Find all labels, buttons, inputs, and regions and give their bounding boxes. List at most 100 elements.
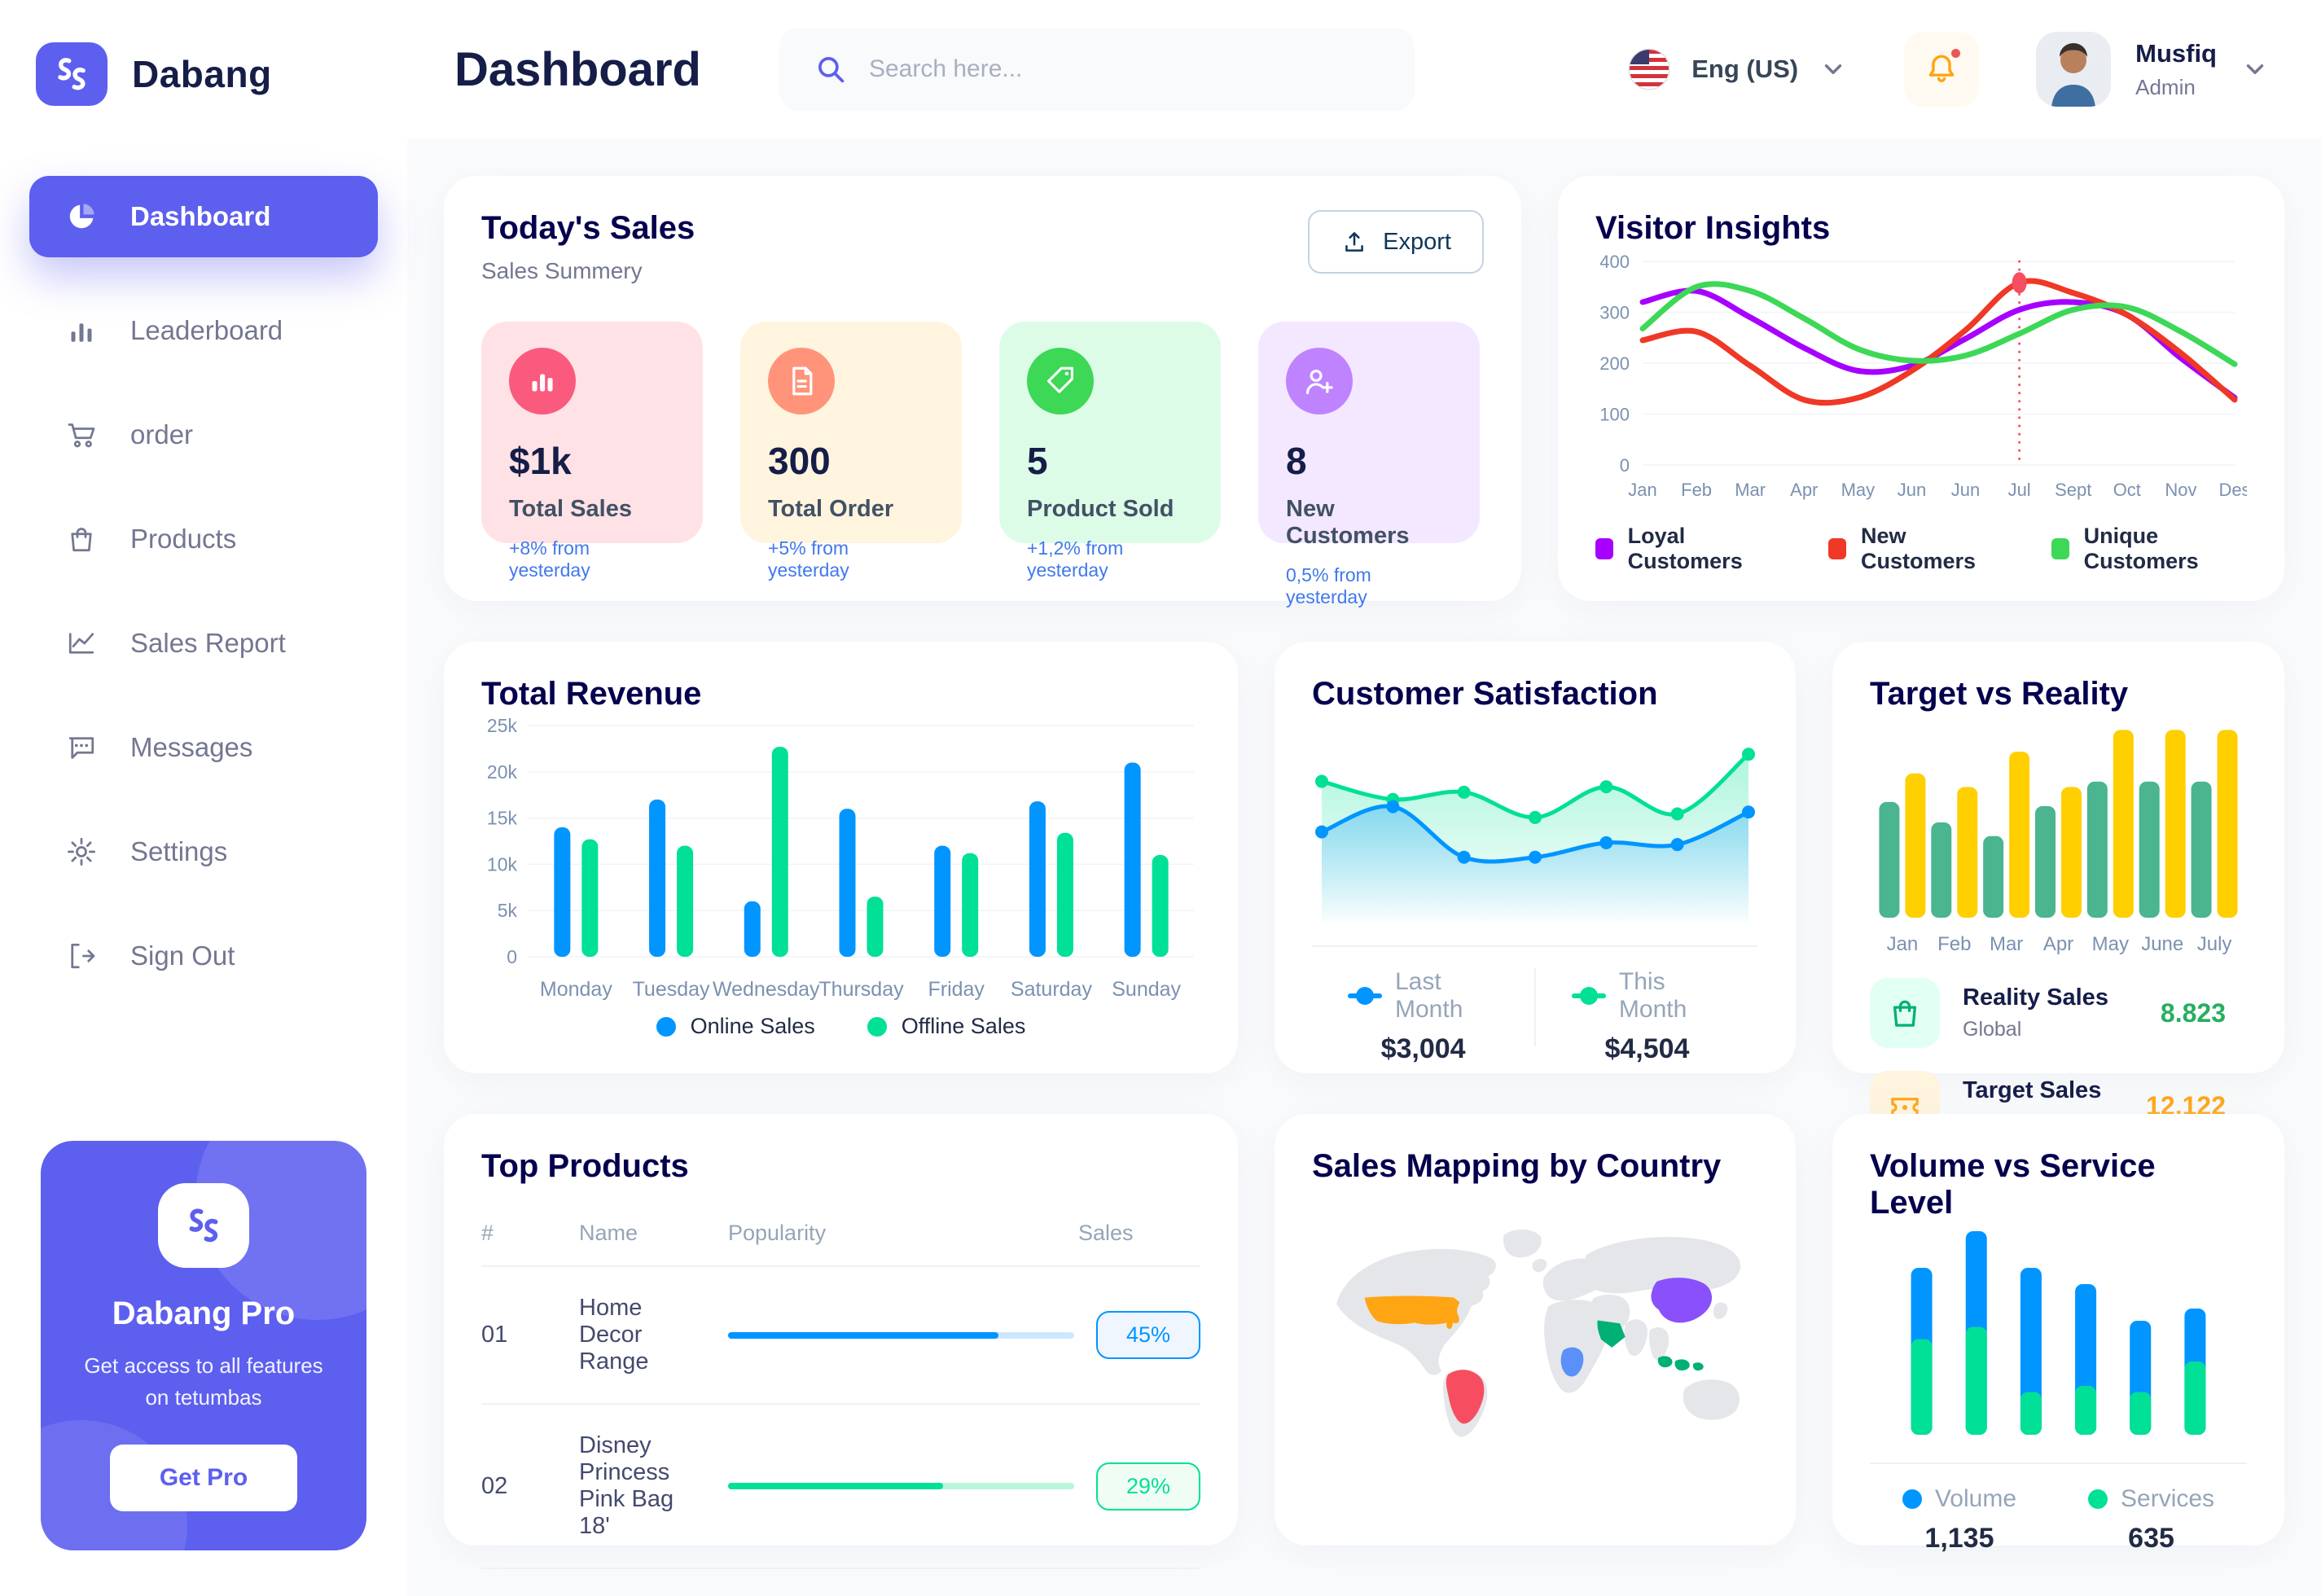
legend-swatch — [1828, 538, 1846, 559]
svg-text:Apr: Apr — [2043, 933, 2073, 955]
avatar — [2036, 32, 2112, 107]
shopping-bag-icon — [1870, 978, 1940, 1048]
user-menu[interactable]: Musfiq Admin — [2036, 32, 2269, 107]
legend-value: 635 — [2128, 1523, 2174, 1554]
total-revenue-chart: 0 5k 10k 15k 20k 25k Monday Tuesday WednesdayThu… — [487, 715, 1194, 1001]
volume-service-legend: Volume 1,135 Services 635 — [1870, 1485, 2247, 1563]
sidebar-item-label: Dashboard — [130, 201, 271, 231]
legend-item: Last Month $3,004 — [1312, 968, 1534, 1065]
col-sales-header: Sales — [1078, 1221, 1134, 1245]
page-title: Dashboard — [454, 42, 701, 96]
todays-sales-card: Today's Sales Sales Summery Export $1k To… — [444, 176, 1521, 607]
language-selector[interactable]: Eng (US) — [1628, 48, 1847, 90]
search-bar[interactable] — [779, 28, 1415, 111]
target-legend-row: Reality Sales Global 8.823 — [1870, 978, 2247, 1048]
stat-value: 5 — [1027, 440, 1048, 482]
sidebar-item-sales-report[interactable]: Sales Report — [29, 612, 378, 674]
legend-item: Volume 1,135 — [1867, 1485, 2052, 1554]
sidebar-item-dashboard[interactable]: Dashboard — [29, 176, 378, 257]
stat-card-product-sold: 5 Product Sold +1,2% from yesterday — [999, 322, 1221, 581]
volume-service-title: Volume vs Service Level — [1870, 1148, 2156, 1221]
svg-text:May: May — [1841, 480, 1876, 500]
svg-text:Saturday: Saturday — [1011, 978, 1093, 1001]
svg-text:Jul: Jul — [2008, 480, 2031, 500]
sidebar-item-label: Settings — [130, 836, 228, 866]
legend-item: Services 635 — [2052, 1485, 2250, 1554]
country-dr-congo — [1560, 1347, 1584, 1377]
sales-badge: 45% — [1096, 1311, 1200, 1359]
volume-service-card: Volume vs Service Level Volume 1,135 Servi… — [1832, 1114, 2284, 1554]
legend-label: Unique Customers — [2083, 524, 2199, 573]
total-revenue-legend: Online Sales Offline Sales — [481, 1014, 1200, 1039]
svg-text:Tuesday: Tuesday — [633, 978, 710, 1001]
svg-text:Sunday: Sunday — [1112, 978, 1181, 1001]
customer-satisfaction-card: Customer Satisfaction Last Month $3,004 Th… — [1275, 642, 1796, 1073]
stat-value: 8 — [1286, 440, 1307, 482]
target-vs-reality-chart: Jan Feb Mar Apr May June July — [1879, 730, 2238, 955]
table-row[interactable]: 03Bathroom Essentials18% — [481, 1569, 1200, 1596]
stat-label: Total Sales — [509, 496, 632, 522]
svg-text:Des: Des — [2218, 480, 2247, 500]
target-vs-reality-card: Target vs Reality Jan Feb Mar Apr May June Jul… — [1832, 642, 2284, 1141]
stat-card-total-sales: $1k Total Sales +8% from yesterday — [481, 322, 703, 581]
notification-dot — [1949, 46, 1963, 60]
promo-title: Dabang Pro — [112, 1296, 296, 1331]
chevron-down-icon — [2241, 55, 2269, 83]
legend-item: This Month $4,504 — [1536, 968, 1758, 1065]
get-pro-button[interactable]: Get Pro — [110, 1445, 297, 1511]
stat-value: $1k — [509, 440, 572, 482]
header: Dashboard Eng (US) Musfiq — [407, 0, 2321, 138]
col-popularity-header: Popularity — [728, 1221, 827, 1245]
logo[interactable]: Dabang — [29, 42, 378, 106]
legend-label: Last Month — [1395, 968, 1463, 1023]
top-products-title: Top Products — [481, 1148, 689, 1184]
legend-swatch — [656, 1016, 676, 1037]
legend-item: Unique Customers — [2051, 524, 2247, 574]
svg-text:Feb: Feb — [1937, 933, 1971, 955]
svg-text:Jun: Jun — [1951, 480, 1980, 500]
stat-value: 300 — [768, 440, 831, 482]
table-row[interactable]: 02 Disney Princess Pink Bag 18' 29% — [481, 1405, 1200, 1569]
legend-swatch — [867, 1016, 887, 1037]
pro-promo-card: Dabang Pro Get access to all features on… — [41, 1141, 366, 1550]
sidebar-item-label: Messages — [130, 732, 253, 762]
stat-delta: +1,2% from yesterday — [1027, 537, 1124, 581]
header-actions: Eng (US) Musfiq Admin — [1628, 32, 2269, 107]
search-icon — [814, 52, 848, 86]
svg-text:0: 0 — [507, 946, 517, 967]
sign-out-icon — [64, 938, 99, 974]
user-name: Musfiq — [2135, 38, 2217, 68]
visitor-insights-chart: 0 100 200 300 400 Jan Feb Mar Apr May Jun Jun Jul Sep… — [1599, 252, 2247, 500]
svg-text:Feb: Feb — [1681, 480, 1712, 500]
search-input[interactable] — [868, 55, 1380, 83]
pie-chart-icon — [64, 199, 99, 235]
sidebar-item-order[interactable]: order — [29, 404, 378, 466]
dabang-pro-logo-icon — [158, 1183, 249, 1268]
product-name: Disney Princess Pink Bag 18' — [579, 1432, 674, 1539]
upload-icon — [1340, 228, 1368, 256]
sidebar-item-messages[interactable]: Messages — [29, 717, 378, 778]
main-area: Dashboard Eng (US) Musfiq — [407, 0, 2321, 1596]
sidebar-item-sign-out[interactable]: Sign Out — [29, 925, 378, 987]
country-indonesia — [1692, 1361, 1704, 1370]
sales-map-title: Sales Mapping by Country — [1312, 1148, 1722, 1184]
todays-sales-title: Today's Sales — [481, 210, 695, 246]
stat-delta: 0,5% from yesterday — [1286, 564, 1371, 607]
export-button[interactable]: Export — [1308, 210, 1484, 274]
svg-text:Apr: Apr — [1790, 480, 1818, 500]
sidebar-item-settings[interactable]: Settings — [29, 821, 378, 883]
legend-item: Offline Sales — [867, 1014, 1025, 1039]
svg-text:Jun: Jun — [1898, 480, 1926, 500]
svg-text:0: 0 — [1620, 455, 1630, 476]
sidebar-item-products[interactable]: Products — [29, 508, 378, 570]
product-rank: 02 — [481, 1472, 508, 1499]
svg-text:Mar: Mar — [1990, 933, 2023, 955]
sidebar-item-leaderboard[interactable]: Leaderboard — [29, 300, 378, 362]
notifications-button[interactable] — [1904, 32, 1980, 107]
product-rank: 01 — [481, 1322, 508, 1348]
svg-text:5k: 5k — [498, 900, 518, 921]
divider — [1312, 945, 1758, 947]
stat-label: Total Order — [768, 496, 894, 522]
sidebar: Dabang Dashboard Leaderboard order Products… — [0, 0, 407, 1596]
table-row[interactable]: 01 Home Decor Range 45% — [481, 1267, 1200, 1405]
